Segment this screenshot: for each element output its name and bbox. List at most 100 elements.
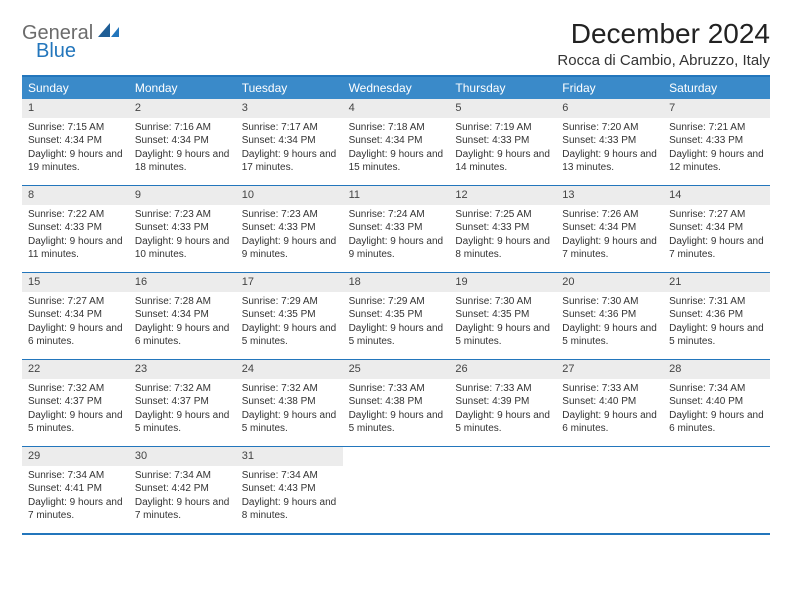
day-sunset: Sunset: 4:39 PM xyxy=(455,395,550,409)
day-number: 16 xyxy=(129,273,236,292)
day-number: 29 xyxy=(22,447,129,466)
day-sunrise: Sunrise: 7:32 AM xyxy=(28,382,123,396)
day-cell: 26Sunrise: 7:33 AMSunset: 4:39 PMDayligh… xyxy=(449,360,556,446)
day-cell: 5Sunrise: 7:19 AMSunset: 4:33 PMDaylight… xyxy=(449,99,556,185)
day-daylight: Daylight: 9 hours and 7 minutes. xyxy=(28,496,123,523)
day-sunrise: Sunrise: 7:32 AM xyxy=(242,382,337,396)
day-body: Sunrise: 7:29 AMSunset: 4:35 PMDaylight:… xyxy=(236,292,343,353)
day-sunrise: Sunrise: 7:30 AM xyxy=(455,295,550,309)
day-daylight: Daylight: 9 hours and 5 minutes. xyxy=(349,409,444,436)
day-daylight: Daylight: 9 hours and 18 minutes. xyxy=(135,148,230,175)
day-daylight: Daylight: 9 hours and 7 minutes. xyxy=(562,235,657,262)
day-sunrise: Sunrise: 7:34 AM xyxy=(669,382,764,396)
day-cell xyxy=(449,447,556,533)
location-subtitle: Rocca di Cambio, Abruzzo, Italy xyxy=(557,52,770,69)
day-sunset: Sunset: 4:33 PM xyxy=(562,134,657,148)
week-row: 1Sunrise: 7:15 AMSunset: 4:34 PMDaylight… xyxy=(22,99,770,185)
day-body: Sunrise: 7:34 AMSunset: 4:41 PMDaylight:… xyxy=(22,466,129,527)
day-sunset: Sunset: 4:41 PM xyxy=(28,482,123,496)
day-cell: 12Sunrise: 7:25 AMSunset: 4:33 PMDayligh… xyxy=(449,186,556,272)
day-cell: 20Sunrise: 7:30 AMSunset: 4:36 PMDayligh… xyxy=(556,273,663,359)
day-daylight: Daylight: 9 hours and 19 minutes. xyxy=(28,148,123,175)
day-number: 12 xyxy=(449,186,556,205)
day-daylight: Daylight: 9 hours and 14 minutes. xyxy=(455,148,550,175)
day-cell: 3Sunrise: 7:17 AMSunset: 4:34 PMDaylight… xyxy=(236,99,343,185)
day-sunset: Sunset: 4:33 PM xyxy=(242,221,337,235)
day-body: Sunrise: 7:20 AMSunset: 4:33 PMDaylight:… xyxy=(556,118,663,179)
logo-sail-icon xyxy=(98,23,120,44)
day-number: 28 xyxy=(663,360,770,379)
day-sunrise: Sunrise: 7:34 AM xyxy=(135,469,230,483)
day-body: Sunrise: 7:26 AMSunset: 4:34 PMDaylight:… xyxy=(556,205,663,266)
day-daylight: Daylight: 9 hours and 8 minutes. xyxy=(455,235,550,262)
day-sunrise: Sunrise: 7:26 AM xyxy=(562,208,657,222)
day-number: 3 xyxy=(236,99,343,118)
day-daylight: Daylight: 9 hours and 5 minutes. xyxy=(562,322,657,349)
day-daylight: Daylight: 9 hours and 5 minutes. xyxy=(242,409,337,436)
day-sunset: Sunset: 4:34 PM xyxy=(28,134,123,148)
day-cell: 11Sunrise: 7:24 AMSunset: 4:33 PMDayligh… xyxy=(343,186,450,272)
day-cell: 16Sunrise: 7:28 AMSunset: 4:34 PMDayligh… xyxy=(129,273,236,359)
day-cell xyxy=(556,447,663,533)
day-body: Sunrise: 7:17 AMSunset: 4:34 PMDaylight:… xyxy=(236,118,343,179)
day-body: Sunrise: 7:32 AMSunset: 4:37 PMDaylight:… xyxy=(129,379,236,440)
day-daylight: Daylight: 9 hours and 6 minutes. xyxy=(562,409,657,436)
day-sunset: Sunset: 4:43 PM xyxy=(242,482,337,496)
day-sunset: Sunset: 4:35 PM xyxy=(349,308,444,322)
day-sunset: Sunset: 4:34 PM xyxy=(135,308,230,322)
day-number: 14 xyxy=(663,186,770,205)
day-sunset: Sunset: 4:40 PM xyxy=(669,395,764,409)
day-sunset: Sunset: 4:42 PM xyxy=(135,482,230,496)
day-header: Sunday xyxy=(22,77,129,99)
month-title: December 2024 xyxy=(557,18,770,50)
day-daylight: Daylight: 9 hours and 8 minutes. xyxy=(242,496,337,523)
day-cell: 29Sunrise: 7:34 AMSunset: 4:41 PMDayligh… xyxy=(22,447,129,533)
day-number: 20 xyxy=(556,273,663,292)
day-sunset: Sunset: 4:34 PM xyxy=(135,134,230,148)
day-number: 22 xyxy=(22,360,129,379)
day-sunset: Sunset: 4:36 PM xyxy=(669,308,764,322)
day-body: Sunrise: 7:33 AMSunset: 4:39 PMDaylight:… xyxy=(449,379,556,440)
day-cell: 24Sunrise: 7:32 AMSunset: 4:38 PMDayligh… xyxy=(236,360,343,446)
day-sunrise: Sunrise: 7:34 AM xyxy=(28,469,123,483)
day-number: 1 xyxy=(22,99,129,118)
day-header: Friday xyxy=(556,77,663,99)
day-sunset: Sunset: 4:35 PM xyxy=(455,308,550,322)
day-body: Sunrise: 7:34 AMSunset: 4:40 PMDaylight:… xyxy=(663,379,770,440)
day-cell: 18Sunrise: 7:29 AMSunset: 4:35 PMDayligh… xyxy=(343,273,450,359)
day-sunset: Sunset: 4:33 PM xyxy=(135,221,230,235)
day-number: 8 xyxy=(22,186,129,205)
day-sunrise: Sunrise: 7:19 AM xyxy=(455,121,550,135)
day-daylight: Daylight: 9 hours and 6 minutes. xyxy=(28,322,123,349)
day-cell: 21Sunrise: 7:31 AMSunset: 4:36 PMDayligh… xyxy=(663,273,770,359)
day-number: 19 xyxy=(449,273,556,292)
day-header: Thursday xyxy=(449,77,556,99)
day-cell: 28Sunrise: 7:34 AMSunset: 4:40 PMDayligh… xyxy=(663,360,770,446)
day-daylight: Daylight: 9 hours and 5 minutes. xyxy=(669,322,764,349)
day-sunrise: Sunrise: 7:29 AM xyxy=(349,295,444,309)
title-block: December 2024 Rocca di Cambio, Abruzzo, … xyxy=(557,18,770,69)
day-daylight: Daylight: 9 hours and 5 minutes. xyxy=(455,322,550,349)
day-sunrise: Sunrise: 7:34 AM xyxy=(242,469,337,483)
day-number: 6 xyxy=(556,99,663,118)
day-sunrise: Sunrise: 7:27 AM xyxy=(669,208,764,222)
day-cell: 6Sunrise: 7:20 AMSunset: 4:33 PMDaylight… xyxy=(556,99,663,185)
day-cell: 22Sunrise: 7:32 AMSunset: 4:37 PMDayligh… xyxy=(22,360,129,446)
day-number: 11 xyxy=(343,186,450,205)
day-number: 15 xyxy=(22,273,129,292)
day-number: 27 xyxy=(556,360,663,379)
day-sunrise: Sunrise: 7:29 AM xyxy=(242,295,337,309)
day-body: Sunrise: 7:32 AMSunset: 4:38 PMDaylight:… xyxy=(236,379,343,440)
day-cell: 8Sunrise: 7:22 AMSunset: 4:33 PMDaylight… xyxy=(22,186,129,272)
day-sunset: Sunset: 4:40 PM xyxy=(562,395,657,409)
day-sunrise: Sunrise: 7:18 AM xyxy=(349,121,444,135)
day-cell: 25Sunrise: 7:33 AMSunset: 4:38 PMDayligh… xyxy=(343,360,450,446)
day-number: 26 xyxy=(449,360,556,379)
day-number: 7 xyxy=(663,99,770,118)
day-sunrise: Sunrise: 7:23 AM xyxy=(242,208,337,222)
day-body: Sunrise: 7:34 AMSunset: 4:42 PMDaylight:… xyxy=(129,466,236,527)
day-cell: 19 Sunrise: 7:30 AMSunset: 4:35 PMDayligh… xyxy=(449,273,556,359)
day-body: Sunrise: 7:30 AMSunset: 4:36 PMDaylight:… xyxy=(556,292,663,353)
day-sunset: Sunset: 4:34 PM xyxy=(242,134,337,148)
day-cell: 10Sunrise: 7:23 AMSunset: 4:33 PMDayligh… xyxy=(236,186,343,272)
